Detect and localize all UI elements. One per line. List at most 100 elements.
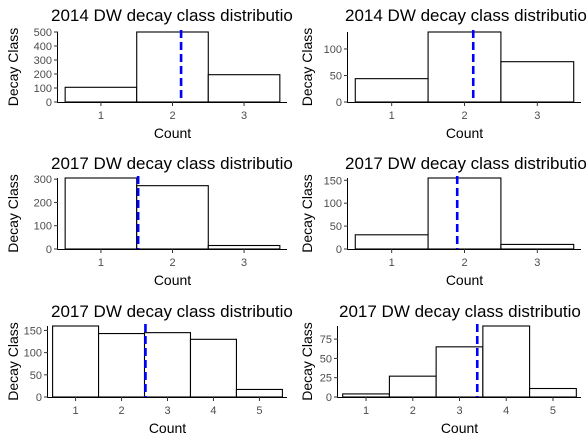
y-tick-label: 100 [34, 83, 52, 95]
bar-3 [207, 74, 281, 103]
chart-svg: 2014 DW decay class distributio 1 2 3 0 100 20… [5, 6, 293, 141]
y-tick-label: 50 [330, 221, 342, 233]
y-tick-label: 0 [336, 97, 342, 109]
chart-svg: 2017 DW decay class distributio 1 2 3 0 100 20… [5, 154, 293, 288]
x-tick-label: 3 [456, 405, 462, 417]
bar-1 [64, 86, 138, 103]
bar-1 [342, 393, 390, 398]
y-tick-label: 500 [34, 27, 52, 39]
bar-2 [136, 185, 209, 250]
x-tick-label: 2 [461, 110, 467, 122]
bar-2 [427, 177, 502, 250]
x-tick-label: 3 [164, 405, 170, 417]
x-tick-label: 1 [389, 110, 395, 122]
x-axis-title: Count [154, 125, 191, 141]
chart-title: 2017 DW decay class distributio [51, 154, 293, 173]
chart-title: 2017 DW decay class distributio [339, 302, 581, 321]
y-tick-label: 200 [34, 69, 52, 81]
bar-3 [207, 244, 281, 250]
bar-2 [136, 31, 209, 103]
x-tick-label: 5 [256, 405, 262, 417]
x-axis-title: Count [446, 272, 483, 288]
bar-2 [427, 31, 502, 103]
y-tick-label: 100 [34, 221, 52, 233]
y-tick-label: 300 [34, 174, 52, 186]
x-tick-label: 1 [363, 405, 369, 417]
y-tick-label: 50 [330, 70, 342, 82]
chart-title: 2014 DW decay class distributio [345, 6, 587, 25]
bar-4 [189, 338, 237, 398]
y-tick-label: 0 [36, 392, 42, 404]
y-tick-label: 150 [324, 175, 342, 187]
y-tick-label: 75 [320, 334, 332, 346]
y-tick-label: 50 [320, 353, 332, 365]
chart-title: 2017 DW decay class distributio [345, 154, 587, 173]
bar-3 [435, 346, 484, 398]
y-tick-label: 100 [324, 44, 342, 56]
chart-panel-1: 2014 DW decay class distributio 1 2 3 0 100 20… [0, 0, 294, 148]
x-tick-label: 1 [98, 110, 104, 122]
chart-panel-6: 2017 DW decay class distributio 1 2 3 4 5 0 25 5… [294, 296, 588, 443]
x-tick-label: 2 [169, 257, 175, 269]
y-tick-label: 100 [24, 348, 42, 360]
y-axis-title: Decay Class [5, 28, 21, 107]
x-tick-label: 3 [534, 257, 540, 269]
bar-4 [482, 325, 531, 398]
bar-5 [529, 387, 577, 398]
bar-5 [235, 388, 283, 398]
x-tick-label: 4 [210, 405, 216, 417]
chart-title: 2014 DW decay class distributio [51, 6, 293, 25]
bar-1 [354, 78, 429, 103]
x-tick-label: 4 [503, 405, 509, 417]
bar-3 [500, 61, 575, 103]
chart-svg: 2014 DW decay class distributio 1 2 3 0 50 100… [299, 6, 587, 141]
y-axis-title: Decay Class [5, 322, 21, 401]
y-tick-label: 400 [34, 41, 52, 53]
bar-3 [500, 243, 575, 250]
y-tick-label: 200 [34, 197, 52, 209]
chart-panel-3: 2017 DW decay class distributio 1 2 3 0 100 20… [0, 148, 294, 296]
y-tick-label: 0 [46, 244, 52, 256]
x-axis-title: Count [441, 420, 478, 436]
chart-svg: 2017 DW decay class distributio 1 2 3 0 50 100… [299, 154, 587, 288]
y-tick-label: 300 [34, 55, 52, 67]
y-axis-title: Decay Class [5, 174, 21, 253]
x-tick-label: 1 [98, 257, 104, 269]
chart-panel-4: 2017 DW decay class distributio 1 2 3 0 50 100… [294, 148, 588, 296]
chart-title: 2017 DW decay class distributio [51, 302, 293, 321]
y-axis-title: Decay Class [299, 174, 315, 253]
y-tick-label: 25 [320, 373, 332, 385]
x-tick-label: 2 [410, 405, 416, 417]
y-axis-title: Decay Class [299, 322, 315, 401]
x-axis-title: Count [149, 420, 186, 436]
x-tick-label: 3 [241, 110, 247, 122]
x-tick-label: 5 [550, 405, 556, 417]
y-tick-label: 0 [46, 97, 52, 109]
x-tick-label: 3 [241, 257, 247, 269]
bar-1 [64, 177, 138, 250]
bar-2 [98, 332, 146, 398]
x-tick-label: 2 [118, 405, 124, 417]
chart-panel-2: 2014 DW decay class distributio 1 2 3 0 50 100… [294, 0, 588, 148]
bar-1 [52, 325, 100, 398]
x-tick-label: 1 [73, 405, 79, 417]
y-tick-label: 0 [326, 392, 332, 404]
bar-3 [143, 332, 192, 398]
x-axis-title: Count [446, 125, 483, 141]
bar-1 [354, 234, 429, 250]
bar-2 [388, 375, 437, 398]
x-axis-title: Count [154, 272, 191, 288]
x-tick-label: 2 [169, 110, 175, 122]
y-tick-label: 0 [336, 244, 342, 256]
x-tick-label: 2 [461, 257, 467, 269]
x-tick-label: 1 [389, 257, 395, 269]
x-tick-label: 3 [534, 110, 540, 122]
y-axis-title: Decay Class [299, 28, 315, 107]
y-tick-label: 100 [324, 198, 342, 210]
y-tick-label: 50 [30, 370, 42, 382]
chart-panel-5: 2017 DW decay class distributio 1 2 3 4 5 0 50 1… [0, 296, 294, 443]
y-tick-label: 150 [24, 325, 42, 337]
